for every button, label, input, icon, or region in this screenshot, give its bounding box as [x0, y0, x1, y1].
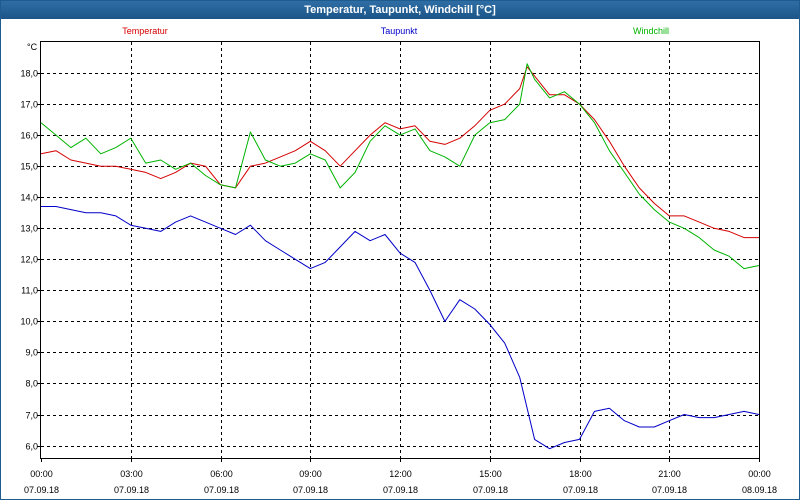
- y-tick-label: 7,0: [25, 411, 38, 421]
- legend-windchill: Windchill: [633, 26, 669, 36]
- series-lines: [40, 63, 760, 450]
- y-tick-label: 18,0: [20, 69, 38, 79]
- x-tick-time: 09:00: [299, 469, 322, 479]
- x-tick-date: 07.09.18: [563, 485, 598, 495]
- x-tick-date: 08.09.18: [742, 485, 777, 495]
- series-line-windchill: [40, 63, 760, 270]
- y-tick-label: 9,0: [25, 348, 38, 358]
- y-tick-label: 17,0: [20, 100, 38, 110]
- x-tick-time: 06:00: [210, 469, 233, 479]
- y-tick-label: 12,0: [20, 255, 38, 265]
- x-tick-time: 21:00: [658, 469, 681, 479]
- x-tick-time: 03:00: [120, 469, 143, 479]
- x-tick-date: 07.09.18: [114, 485, 149, 495]
- grid: [41, 42, 759, 458]
- series-line-taupunkt: [41, 206, 760, 450]
- x-tick-date: 07.09.18: [473, 485, 508, 495]
- series-line-temperatur: [40, 66, 759, 239]
- y-unit-label: °C: [27, 42, 38, 52]
- y-tick-label: 16,0: [20, 131, 38, 141]
- x-tick-date: 07.09.18: [652, 485, 687, 495]
- x-tick-date: 07.09.18: [24, 485, 59, 495]
- y-tick-label: 6,0: [25, 442, 38, 452]
- y-tick-label: 11,0: [21, 286, 38, 296]
- legend-taupunkt: Taupunkt: [381, 26, 418, 36]
- x-tick-date: 07.09.18: [204, 485, 239, 495]
- y-tick-label: 8,0: [25, 379, 38, 389]
- y-tick-label: 13,0: [20, 224, 38, 234]
- y-tick-label: 10,0: [20, 317, 38, 327]
- x-axis: 00:00 07.09.18 03:00 07.09.18 06:00 07.09.18 0…: [24, 458, 777, 495]
- x-tick-time: 00:00: [30, 469, 53, 479]
- x-tick-date: 07.09.18: [293, 485, 328, 495]
- x-tick-time: 18:00: [569, 469, 592, 479]
- y-axis: 6,0 7,0 8,0 9,0 10,0 11,0 12,0 13,0 14,0 15,0 16,0…: [20, 69, 41, 452]
- x-tick-time: 12:00: [389, 469, 412, 479]
- window-title: Temperatur, Taupunkt, Windchill [°C]: [1, 1, 799, 19]
- legend-temperatur: Temperatur: [122, 26, 168, 36]
- x-tick-date: 07.09.18: [383, 485, 418, 495]
- line-chart: 6,0 7,0 8,0 9,0 10,0 11,0 12,0 13,0 14,0 15,0 16,0…: [20, 26, 777, 495]
- y-tick-label: 14,0: [20, 193, 38, 203]
- x-tick-time: 00:00: [748, 469, 771, 479]
- x-tick-time: 15:00: [479, 469, 502, 479]
- y-tick-label: 15,0: [20, 162, 38, 172]
